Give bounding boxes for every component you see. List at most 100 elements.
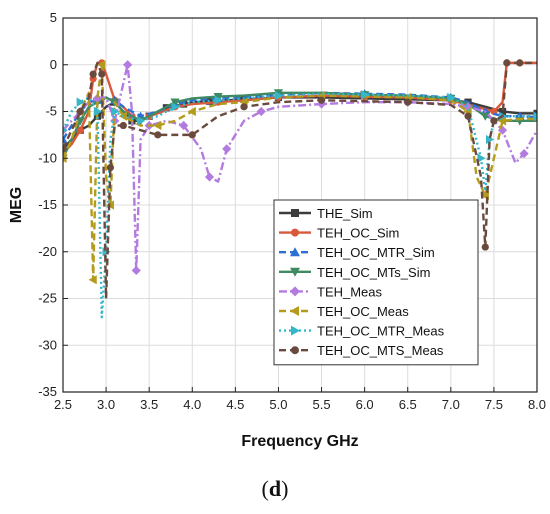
x-tick-label: 7.5 xyxy=(485,397,503,412)
series-point xyxy=(111,106,120,117)
series-point xyxy=(274,91,284,101)
y-tick-label: -10 xyxy=(38,150,57,165)
x-tick-label: 6.0 xyxy=(356,397,374,412)
x-tick-label: 5.0 xyxy=(269,397,287,412)
series-point xyxy=(404,98,412,106)
series-point xyxy=(98,70,106,78)
legend-marker xyxy=(290,267,300,277)
series-point xyxy=(533,111,537,121)
series-point xyxy=(361,90,370,100)
x-tick-label: 5.5 xyxy=(313,397,331,412)
legend-marker xyxy=(291,325,300,336)
legend-marker xyxy=(290,306,299,316)
series-point xyxy=(63,127,68,133)
series-point xyxy=(214,95,223,105)
x-tick-label: 4.5 xyxy=(226,397,244,412)
series-point xyxy=(498,107,507,116)
series-point xyxy=(119,121,127,130)
series-point xyxy=(88,275,97,285)
legend-item: TEH_OC_Meas xyxy=(279,304,409,319)
series-point xyxy=(222,144,232,154)
axis-ticks: 2.5 3.0 3.5 4.0 4.5 5.0 5.5 6.0 6.5 7.0 7.5 8.0 5 0 -5… xyxy=(38,10,546,412)
legend-marker xyxy=(290,286,300,297)
series-point xyxy=(131,265,141,276)
series-point xyxy=(76,126,84,134)
series-line xyxy=(63,91,537,159)
legend-label: TEH_OC_Meas xyxy=(317,304,409,319)
legend-label: TEH_OC_MTR_Sim xyxy=(317,245,435,260)
series-point xyxy=(481,243,489,251)
series-line xyxy=(63,91,537,141)
panel-label-letter: d xyxy=(268,476,282,501)
series-point xyxy=(486,134,495,145)
y-tick-label: -35 xyxy=(38,384,57,399)
legend-marker xyxy=(290,247,300,257)
series-point xyxy=(477,153,486,163)
panel-label-close: ) xyxy=(281,476,289,501)
series-point xyxy=(97,60,106,70)
y-tick-label: -30 xyxy=(38,337,57,352)
legend: THE_Sim TEH_OC_Sim TEH_OC_MTR_Sim TEH_OC_MT… xyxy=(273,199,479,366)
legend-label: TEH_OC_Sim xyxy=(317,226,399,241)
series-point xyxy=(153,120,162,131)
x-tick-label: 4.0 xyxy=(183,397,201,412)
legend-item: TEH_OC_MTS_Meas xyxy=(279,343,444,358)
meg-line-chart: 2.5 3.0 3.5 4.0 4.5 5.0 5.5 6.0 6.5 7.0 7.5 8.0 5 0 -5… xyxy=(8,10,546,450)
panel-label: (d) xyxy=(0,476,550,502)
legend-item: THE_Sim xyxy=(279,206,373,221)
x-tick-label: 7.0 xyxy=(442,397,460,412)
data-series xyxy=(63,59,537,319)
series-point xyxy=(76,107,84,116)
series-point xyxy=(516,59,524,67)
series-point xyxy=(187,106,196,117)
series-point xyxy=(497,116,507,126)
legend-label: TEH_OC_MTS_Meas xyxy=(317,343,444,358)
y-tick-label: 0 xyxy=(50,57,57,72)
series-point xyxy=(204,172,215,182)
x-tick-label: 3.0 xyxy=(97,397,115,412)
series-point xyxy=(136,116,146,126)
series-point xyxy=(171,102,180,112)
series-point xyxy=(63,145,67,153)
series-point xyxy=(92,93,103,104)
x-axis-title: Frequency GHz xyxy=(241,433,358,450)
series-point xyxy=(256,106,266,117)
x-tick-label: 2.5 xyxy=(54,397,72,412)
y-tick-label: -25 xyxy=(38,291,57,306)
series-point xyxy=(170,98,180,107)
series-point xyxy=(519,148,529,159)
series-point xyxy=(497,125,508,135)
legend-label: TEH_OC_MTs_Sim xyxy=(317,265,430,280)
series-point xyxy=(63,134,68,144)
y-tick-label: -20 xyxy=(38,244,57,259)
series-point xyxy=(240,103,248,111)
series-teh-oc-mts-meas xyxy=(63,59,537,300)
series-point xyxy=(480,112,490,121)
series-point xyxy=(490,117,498,125)
y-tick-label: 5 xyxy=(50,10,57,25)
panel-label-open: ( xyxy=(261,476,269,501)
legend-label: TEH_OC_MTR_Meas xyxy=(317,324,445,339)
legend-item: TEH_OC_Sim xyxy=(279,226,399,241)
x-tick-label: 8.0 xyxy=(528,397,546,412)
x-tick-label: 3.5 xyxy=(140,397,158,412)
series-point xyxy=(503,59,511,67)
series-point xyxy=(89,70,97,78)
series-point xyxy=(447,92,456,103)
legend-label: TEH_Meas xyxy=(317,284,383,299)
legend-box xyxy=(273,199,479,366)
series-point xyxy=(123,60,133,70)
series-point xyxy=(213,92,223,102)
y-tick-label: -15 xyxy=(38,197,57,212)
x-tick-label: 6.5 xyxy=(399,397,417,412)
legend-marker xyxy=(291,209,299,217)
legend-label: THE_Sim xyxy=(317,206,373,221)
series-point xyxy=(464,112,472,120)
y-axis-title: MEG xyxy=(8,187,25,223)
legend-marker xyxy=(291,346,299,355)
series-point xyxy=(188,131,196,139)
series-point xyxy=(154,131,162,139)
series-point xyxy=(93,106,103,117)
legend-item: TEH_OC_MTR_Sim xyxy=(279,245,435,260)
legend-marker xyxy=(291,228,299,237)
